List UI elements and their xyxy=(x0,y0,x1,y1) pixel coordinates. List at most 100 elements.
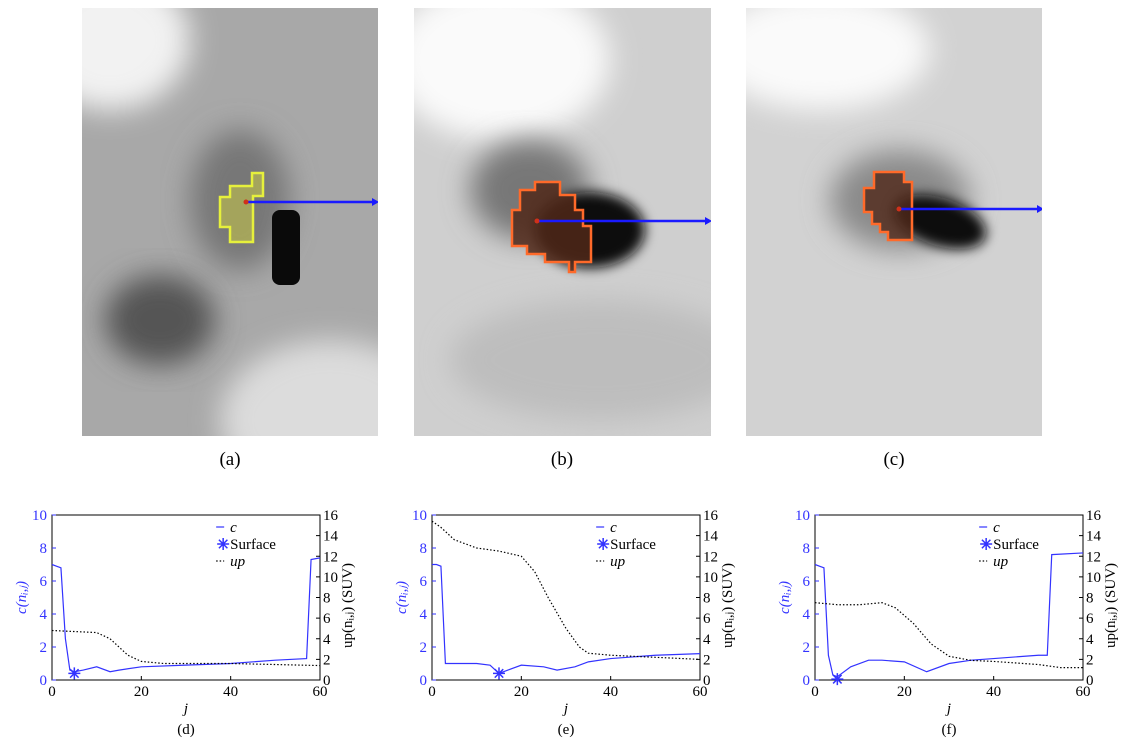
y-tick-label: 4 xyxy=(40,607,48,623)
chart-caption: (e) xyxy=(558,722,575,738)
y-tick-label: 2 xyxy=(40,640,48,656)
legend-marker xyxy=(980,538,993,550)
x-tick-label: 60 xyxy=(1076,684,1091,700)
image-a xyxy=(82,8,378,436)
image-caption: (a) xyxy=(219,449,240,470)
plot-frame xyxy=(51,514,321,681)
y-tick-label: 2 xyxy=(803,640,811,656)
y2-tick-label: 0 xyxy=(703,673,711,689)
legend-label: c xyxy=(993,520,1000,536)
y2-tick-label: 4 xyxy=(323,632,331,648)
y-tick-label: 8 xyxy=(803,541,811,557)
x-tick-label: 0 xyxy=(811,684,819,700)
series-line xyxy=(814,552,1084,678)
y-tick-label: 10 xyxy=(32,508,47,524)
y-axis-label: c(nᵢ,ⱼ) xyxy=(14,581,30,614)
legend-label: c xyxy=(230,520,237,536)
y2-tick-label: 2 xyxy=(1086,652,1094,668)
series-line xyxy=(432,563,701,675)
legend-marker xyxy=(217,538,230,550)
y-tick-label: 6 xyxy=(40,574,48,590)
series-line xyxy=(51,557,321,673)
y-tick-label: 4 xyxy=(803,607,811,623)
legend-label: c xyxy=(610,520,617,536)
series-line xyxy=(51,629,321,667)
y2-tick-label: 8 xyxy=(323,591,331,607)
y-tick-label: 8 xyxy=(420,541,428,557)
y2-tick-label: 14 xyxy=(1086,529,1102,545)
x-tick-label: 60 xyxy=(693,684,708,700)
surface-marker xyxy=(493,667,505,680)
legend-label: up xyxy=(610,554,626,570)
y2-tick-label: 12 xyxy=(1086,549,1101,565)
y2-tick-label: 2 xyxy=(323,652,331,668)
y2-tick-label: 14 xyxy=(703,529,719,545)
x-tick-label: 0 xyxy=(48,684,56,700)
x-tick-label: 40 xyxy=(986,684,1001,700)
y2-tick-label: 6 xyxy=(1086,611,1094,627)
y2-tick-label: 16 xyxy=(323,508,339,524)
image-b xyxy=(414,8,711,436)
y-tick-label: 8 xyxy=(40,541,48,557)
y2-tick-label: 2 xyxy=(703,652,711,668)
x-axis-label: j xyxy=(182,701,188,717)
x-axis-label: j xyxy=(945,701,951,717)
surface-marker xyxy=(68,667,81,680)
x-tick-label: 20 xyxy=(514,684,529,700)
y2-tick-label: 10 xyxy=(323,570,338,586)
image-caption: (c) xyxy=(883,449,904,470)
chart-caption: (d) xyxy=(177,722,195,738)
y2-tick-label: 12 xyxy=(323,549,338,565)
y-tick-label: 2 xyxy=(420,640,428,656)
y-tick-label: 0 xyxy=(420,673,428,689)
y2-tick-label: 8 xyxy=(1086,591,1094,607)
y2-tick-label: 10 xyxy=(703,570,718,586)
legend-label: up xyxy=(230,554,246,570)
y-axis-label: c(nᵢ,ⱼ) xyxy=(394,581,410,614)
y2-tick-label: 4 xyxy=(1086,632,1094,648)
legend-label: Surface xyxy=(993,537,1039,553)
y2-tick-label: 10 xyxy=(1086,570,1101,586)
legend-label: Surface xyxy=(230,537,276,553)
y2-tick-label: 4 xyxy=(703,632,711,648)
image-c xyxy=(746,8,1042,436)
y-tick-label: 10 xyxy=(412,508,427,524)
legend-label: Surface xyxy=(610,537,656,553)
y-axis-label: c(nᵢ,ⱼ) xyxy=(777,581,793,614)
y2-tick-label: 12 xyxy=(703,549,718,565)
legend-marker xyxy=(597,538,610,550)
surface-marker xyxy=(831,673,844,686)
y-tick-label: 0 xyxy=(40,673,48,689)
y-tick-label: 0 xyxy=(803,673,811,689)
y2-tick-label: 6 xyxy=(323,611,331,627)
x-tick-label: 20 xyxy=(134,684,149,700)
y-tick-label: 6 xyxy=(420,574,428,590)
y2-tick-label: 0 xyxy=(323,673,331,689)
y2-tick-label: 16 xyxy=(703,508,719,524)
x-tick-label: 40 xyxy=(603,684,618,700)
y2-tick-label: 6 xyxy=(703,611,711,627)
series-line xyxy=(431,520,701,660)
chart-caption: (f) xyxy=(942,722,957,738)
y-tick-label: 10 xyxy=(795,508,810,524)
x-tick-label: 60 xyxy=(313,684,328,700)
y2-tick-label: 14 xyxy=(323,529,339,545)
y2-axis-label: up(nᵢ,ⱼ) (SUV) xyxy=(720,563,736,648)
x-axis-label: j xyxy=(562,701,568,717)
x-tick-label: 40 xyxy=(223,684,238,700)
legend-label: up xyxy=(993,554,1009,570)
image-caption: (b) xyxy=(551,449,573,470)
y2-axis-label: up(nᵢ,ⱼ) (SUV) xyxy=(1103,563,1119,648)
y-tick-label: 4 xyxy=(420,607,428,623)
y-tick-label: 6 xyxy=(803,574,811,590)
series-line xyxy=(814,602,1083,669)
x-tick-label: 20 xyxy=(897,684,912,700)
y2-tick-label: 0 xyxy=(1086,673,1094,689)
y2-tick-label: 16 xyxy=(1086,508,1102,524)
x-tick-label: 0 xyxy=(428,684,436,700)
